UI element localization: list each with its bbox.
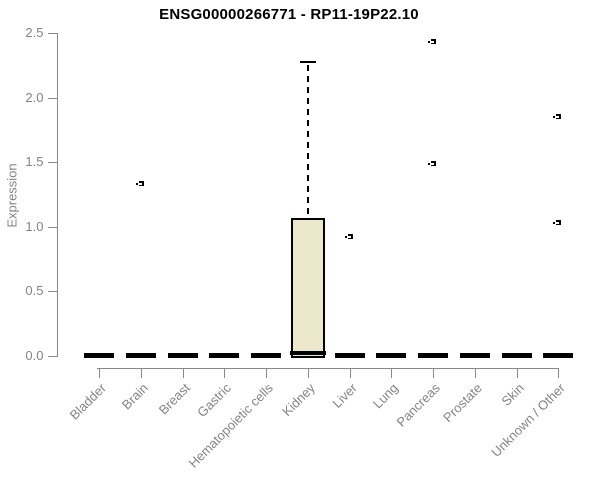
outlier-marker-nub (553, 116, 556, 119)
outlier-marker-square (138, 181, 144, 187)
median-bar (125, 353, 156, 358)
outlier-marker-square (347, 234, 353, 240)
median-bar (459, 353, 490, 358)
y-tick-label: 0.0 (25, 347, 44, 363)
outlier-marker (428, 39, 437, 45)
x-tick (391, 367, 393, 378)
x-tick (349, 367, 351, 378)
y-tick (47, 226, 58, 228)
median-bar (209, 353, 240, 358)
x-tick (558, 367, 560, 378)
x-tick (140, 367, 142, 378)
x-axis-line (96, 367, 559, 369)
y-tick (47, 33, 58, 35)
median-bar (251, 353, 282, 358)
y-tick-label: 1.0 (25, 218, 44, 234)
x-tick (307, 367, 309, 378)
y-tick-label: 2.5 (25, 25, 44, 41)
outlier-marker-nub (344, 236, 347, 239)
whisker-cap (299, 60, 316, 64)
y-axis-line (56, 33, 58, 356)
median-bar (543, 353, 574, 358)
y-tick-label: 2.0 (25, 89, 44, 105)
whisker-line (306, 64, 309, 217)
box-iqr (290, 217, 326, 358)
outlier-marker-square (556, 219, 562, 225)
median-bar (289, 350, 327, 356)
outlier-marker (135, 181, 144, 187)
outlier-marker-square (431, 160, 437, 166)
y-tick (47, 162, 58, 164)
x-tick (516, 367, 518, 378)
y-axis-label: Expression (4, 163, 20, 228)
outlier-marker-nub (553, 221, 556, 224)
median-bar (376, 353, 407, 358)
outlier-marker-square (556, 114, 562, 120)
x-tick (224, 367, 226, 378)
outlier-marker-nub (135, 183, 138, 186)
outlier-marker (553, 219, 562, 225)
outlier-marker (344, 234, 353, 240)
y-tick (47, 291, 58, 293)
median-bar (167, 353, 198, 358)
y-tick-label: 0.5 (25, 283, 44, 299)
median-bar (334, 353, 365, 358)
outlier-marker-nub (428, 162, 431, 165)
x-tick (99, 367, 100, 378)
outlier-marker-square (431, 39, 437, 45)
outlier-marker (428, 160, 437, 166)
y-tick (47, 97, 58, 99)
median-bar (84, 353, 114, 358)
x-tick (474, 367, 476, 378)
median-bar (418, 353, 449, 358)
chart-title: ENSG00000266771 - RP11-19P22.10 (159, 6, 419, 23)
median-bar (501, 353, 532, 358)
y-tick-label: 1.5 (25, 154, 44, 170)
outlier-marker (553, 114, 562, 120)
outlier-marker-nub (428, 41, 431, 44)
x-tick (266, 367, 268, 378)
y-tick (47, 355, 58, 357)
x-tick (182, 367, 184, 378)
x-tick (433, 367, 435, 378)
